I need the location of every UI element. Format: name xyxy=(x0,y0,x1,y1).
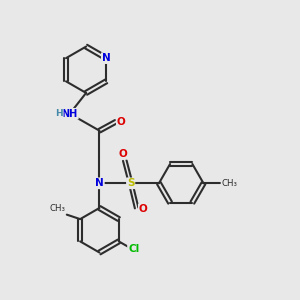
Text: O: O xyxy=(119,149,128,159)
Text: CH₃: CH₃ xyxy=(221,179,237,188)
Text: O: O xyxy=(139,204,148,214)
Text: N: N xyxy=(102,53,110,63)
Text: Cl: Cl xyxy=(128,244,139,254)
Text: N: N xyxy=(95,178,104,188)
Text: NH: NH xyxy=(61,109,78,119)
Text: H: H xyxy=(56,109,63,118)
Text: CH₃: CH₃ xyxy=(49,204,65,213)
Text: O: O xyxy=(117,117,125,127)
Text: S: S xyxy=(127,178,134,188)
